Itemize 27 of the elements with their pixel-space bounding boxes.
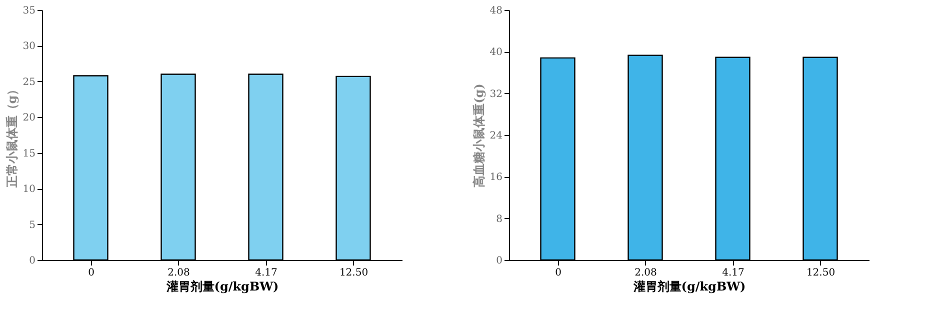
y-tick-label: 30 <box>22 41 36 52</box>
y-tick-label: 5 <box>29 220 36 231</box>
y-tick-label: 0 <box>496 256 502 266</box>
x-tick-label: 12.50 <box>339 268 368 278</box>
y-tick-label: 24 <box>490 130 502 142</box>
x-tick-label: 4.17 <box>722 268 744 278</box>
x-tick-label: 2.08 <box>634 268 657 278</box>
y-tick-label: 40 <box>490 47 502 58</box>
y-tick-label: 20 <box>22 112 36 124</box>
y-axis-title: 高血糖小鼠体重(g) <box>472 84 486 188</box>
y-axis-title: 正常小鼠体重（g） <box>4 83 19 189</box>
x-tick-label: 2.08 <box>168 268 190 278</box>
x-tick-label: 4.17 <box>255 268 278 278</box>
y-tick-label: 10 <box>22 184 36 196</box>
y-tick-label: 8 <box>496 214 502 225</box>
x-axis-title: 灌胃剂量(g/kgBW) <box>165 280 279 294</box>
y-tick-label: 48 <box>490 6 502 16</box>
y-tick-label: 25 <box>22 76 36 88</box>
y-tick-label: 32 <box>490 88 502 100</box>
x-tick-label: 0 <box>555 268 562 278</box>
y-tick-label: 35 <box>22 6 36 16</box>
x-tick-label: 0 <box>88 268 94 278</box>
x-axis-title: 灌胃剂量(g/kgBW) <box>632 280 746 294</box>
x-tick-label: 12.50 <box>806 268 836 278</box>
y-tick-label: 16 <box>490 172 502 184</box>
y-tick-label: 0 <box>29 256 36 266</box>
y-tick-label: 15 <box>22 148 36 160</box>
